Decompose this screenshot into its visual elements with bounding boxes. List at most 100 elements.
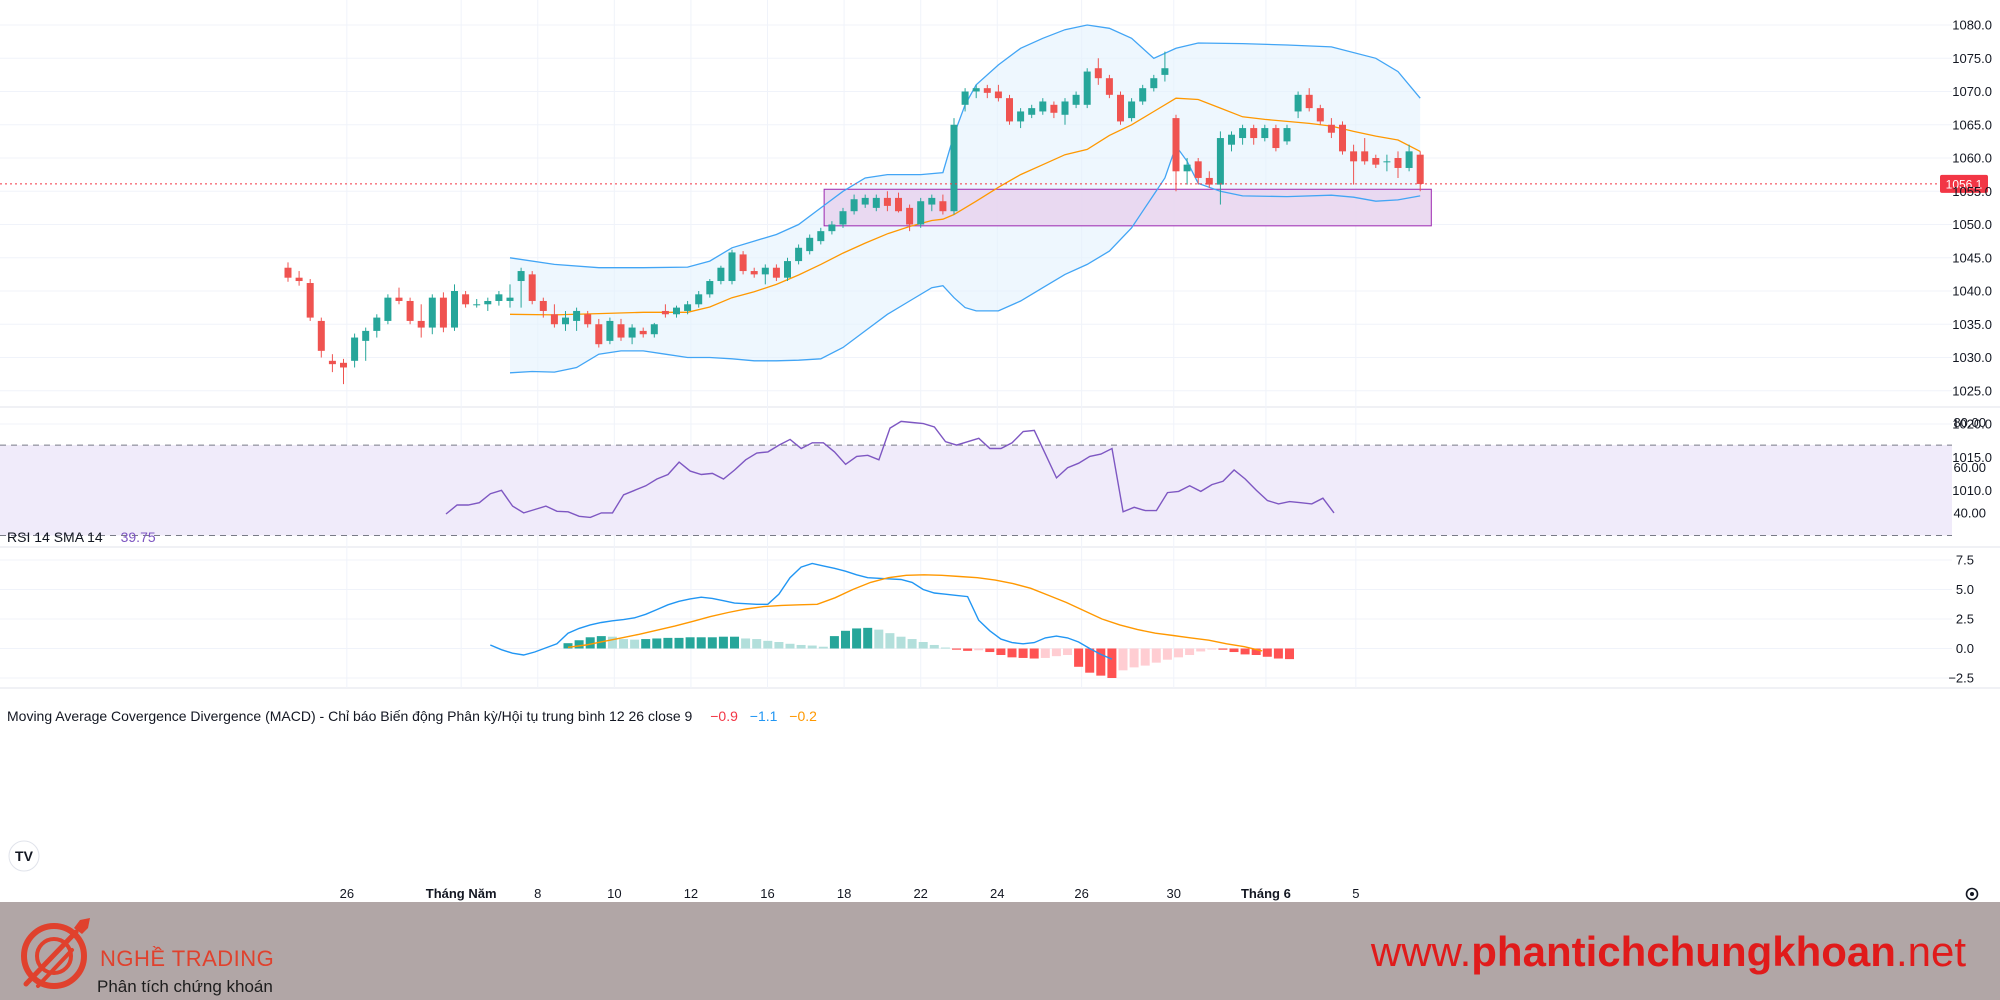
macd-histogram-bar	[1096, 648, 1106, 676]
candle-body	[384, 297, 392, 321]
macd-histogram-bar	[630, 639, 640, 649]
candle	[661, 304, 669, 318]
macd-histogram-bar	[674, 637, 684, 649]
candle	[295, 271, 303, 286]
candle	[506, 284, 514, 308]
candle	[528, 271, 536, 305]
candle	[684, 300, 692, 315]
brand-tagline: Phân tích chứng khoán	[97, 977, 273, 996]
candle-body	[1261, 128, 1269, 139]
candle	[950, 118, 958, 215]
macd-histogram-bar	[852, 628, 862, 649]
candle-body	[673, 307, 680, 315]
candle-body	[462, 294, 470, 305]
candle-body	[617, 324, 625, 338]
macd-histogram-bar	[974, 648, 984, 651]
macd-histogram-bar	[1118, 648, 1128, 671]
candle	[1061, 98, 1069, 125]
candle-body	[562, 317, 569, 325]
time-tick-label: 8	[534, 886, 541, 901]
macd-histogram-bar	[752, 639, 762, 649]
macd-histogram-bar	[1218, 648, 1228, 650]
candle-body	[983, 88, 991, 93]
candle-body	[861, 197, 869, 205]
settings-gear-icon[interactable]	[1965, 887, 1979, 901]
candle	[961, 88, 969, 112]
candle	[983, 84, 991, 99]
macd-histogram-bar	[1007, 648, 1017, 658]
candle-body	[806, 237, 814, 252]
rsi-legend[interactable]: RSI 14 SMA 14 39.75	[7, 529, 156, 545]
candle-body	[828, 224, 836, 232]
macd-tick-label: 2.5	[1956, 612, 1974, 627]
candle-body	[650, 324, 658, 335]
candle	[1105, 74, 1113, 99]
candle	[617, 318, 625, 341]
candle-body	[883, 197, 891, 206]
macd-line	[490, 562, 1113, 660]
candle-body	[1006, 98, 1013, 122]
candle-body	[895, 197, 902, 212]
macd-histogram-bar	[1251, 648, 1261, 655]
candle-body	[351, 337, 359, 361]
candle	[1394, 151, 1402, 178]
candle	[573, 307, 581, 331]
candle	[1339, 121, 1346, 155]
candle	[384, 294, 392, 325]
candle-body	[1205, 177, 1213, 185]
macd-histogram-bar	[940, 647, 950, 649]
candle-body	[1017, 111, 1025, 122]
time-tick-label: 18	[837, 886, 851, 901]
macd-histogram-bar	[1285, 648, 1294, 660]
candle-body	[706, 281, 714, 295]
candle	[584, 310, 592, 328]
macd-histogram-bar	[1129, 648, 1139, 668]
tv-logo[interactable]: TV	[8, 840, 40, 872]
macd-histogram-bar	[718, 636, 728, 649]
macd-histogram-bar	[1029, 648, 1039, 659]
candle	[828, 221, 836, 235]
candle	[994, 84, 1002, 102]
candle	[1006, 94, 1013, 125]
candle-body	[1117, 94, 1124, 122]
candle	[1128, 98, 1136, 122]
chart-canvas[interactable]: 1056.11080.01075.01070.01065.01060.01055…	[0, 0, 2000, 902]
candle-body	[972, 88, 980, 92]
macd-histogram-bar	[1207, 648, 1217, 650]
candle-body	[1250, 128, 1258, 139]
candle-body	[717, 267, 725, 282]
macd-histogram-bar	[841, 630, 850, 649]
candle-body	[1061, 101, 1069, 115]
candle-body	[550, 314, 558, 325]
candle	[650, 322, 658, 338]
macd-legend-value-3: −0.2	[789, 708, 817, 724]
candle	[1216, 131, 1224, 205]
candle-body	[928, 197, 936, 205]
price-tick-label: 1080.0	[1952, 18, 1992, 33]
macd-histogram-bar	[896, 636, 906, 649]
macd-histogram-bar	[1018, 648, 1028, 658]
macd-histogram-bar	[1151, 648, 1161, 663]
price-tick-label: 1015.0	[1952, 450, 1992, 465]
macd-histogram-bar	[952, 648, 961, 650]
site-bold: phantichchungkhoan	[1471, 928, 1896, 975]
candle	[639, 327, 647, 338]
macd-legend-value-1: −0.9	[710, 708, 738, 724]
candle	[1372, 154, 1380, 168]
macd-histogram-bar	[929, 644, 939, 649]
macd-histogram-bar	[741, 638, 751, 649]
candle-body	[950, 124, 958, 212]
candle	[761, 264, 769, 285]
axes: 1056.11080.01075.01070.01065.01060.01055…	[340, 18, 1992, 902]
candle-body	[284, 267, 292, 278]
candle	[1039, 98, 1047, 115]
macd-histogram-bar	[1174, 648, 1183, 658]
macd-legend[interactable]: Moving Average Covergence Divergence (MA…	[7, 708, 817, 724]
candle-body	[1094, 68, 1102, 79]
candle	[340, 358, 347, 385]
macd-histogram-bar	[574, 640, 584, 649]
candle	[1017, 108, 1025, 129]
website-link[interactable]: www.phantichchungkhoan.net	[1371, 928, 1966, 976]
macd-histogram-bar	[874, 629, 884, 649]
rsi-line	[445, 420, 1335, 519]
